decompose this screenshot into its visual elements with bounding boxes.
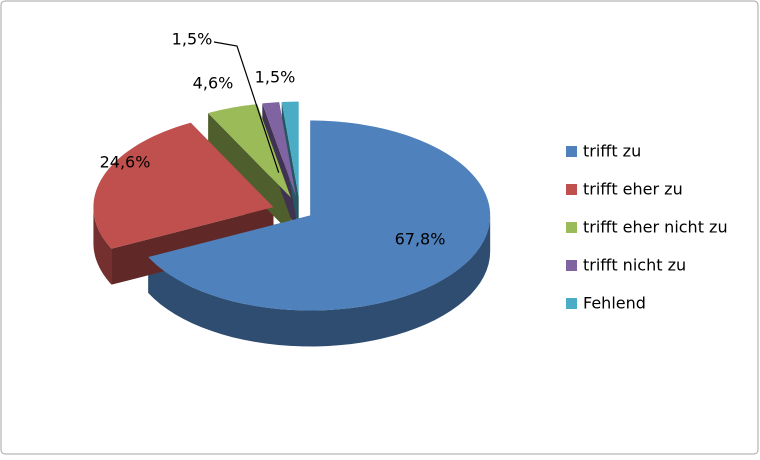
legend-label: Fehlend (583, 294, 646, 313)
legend-swatch (566, 260, 577, 271)
pie-slice (148, 120, 491, 311)
legend-swatch (566, 146, 577, 157)
data-label: 1,5% (255, 68, 296, 87)
slice-side (148, 215, 491, 347)
data-label: 67,8% (395, 230, 446, 249)
data-label: 1,5% (172, 30, 213, 49)
leader-line (213, 41, 280, 173)
legend-label: trifft eher zu (583, 180, 683, 199)
legend-label: trifft eher nicht zu (583, 218, 728, 237)
slice-wall (208, 113, 291, 234)
legend-swatch (566, 184, 577, 195)
data-labels: 67,8% 24,6% 4,6% 1,5% 1,5% (100, 30, 446, 249)
legend-label: trifft nicht zu (583, 256, 686, 275)
legend-swatch (566, 298, 577, 309)
pie-tops (93, 101, 491, 311)
data-label: 4,6% (193, 74, 234, 93)
legend: trifft zu trifft eher zu trifft eher nicht… (566, 142, 728, 313)
pie-slice (262, 102, 297, 197)
pie-slice (281, 101, 299, 197)
slice-side (93, 207, 112, 285)
data-label: 24,6% (100, 153, 151, 172)
legend-swatch (566, 222, 577, 233)
pie-slice (208, 104, 291, 198)
pie-slice (93, 122, 274, 249)
legend-label: trifft zu (583, 142, 641, 161)
